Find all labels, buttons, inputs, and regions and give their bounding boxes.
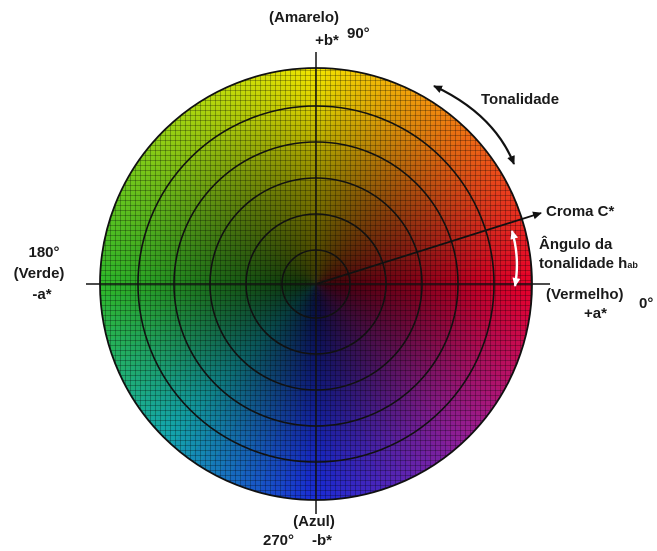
angle-180-label: 180° [28, 244, 60, 261]
chroma-arrow [315, 211, 542, 285]
green-label: (Verde) [13, 265, 65, 282]
hue-angle-label-line1: Ângulo da [539, 236, 613, 253]
hue-angle-label-line2: tonalidade hab [539, 256, 638, 271]
hue-angle-label-text: tonalidade h [539, 255, 628, 272]
red-label: (Vermelho) [546, 286, 624, 303]
angle-270-label: 270° [263, 532, 295, 549]
plus-b-label: +b* [315, 32, 339, 49]
hue-direction-arrow [433, 85, 516, 165]
plus-a-label: +a* [584, 305, 607, 322]
minus-a-label: -a* [32, 286, 52, 303]
minus-b-label: -b* [312, 532, 332, 549]
hue-label: Tonalidade [481, 91, 560, 108]
hue-angle-arrow [510, 230, 521, 287]
hue-angle-subscript: ab [627, 260, 638, 270]
blue-label: (Azul) [293, 513, 335, 530]
yellow-label: (Amarelo) [268, 9, 340, 26]
angle-0-label: 0° [639, 295, 654, 312]
chroma-label: Croma C* [546, 203, 615, 220]
angle-90-label: 90° [347, 25, 370, 42]
